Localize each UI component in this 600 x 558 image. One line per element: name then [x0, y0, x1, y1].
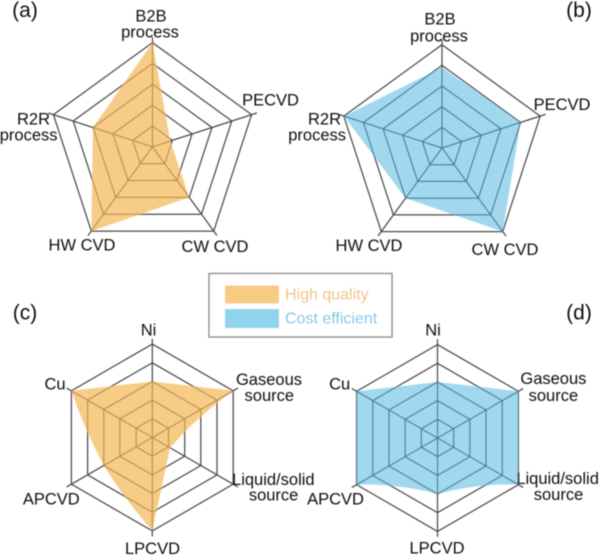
svg-text:PECVD: PECVD [242, 92, 299, 110]
svg-text:LPCVD: LPCVD [125, 540, 180, 558]
svg-text:(b): (b) [566, 0, 592, 22]
svg-text:HW CVD: HW CVD [336, 237, 403, 255]
svg-text:B2B: B2B [135, 8, 166, 26]
svg-text:process: process [410, 28, 468, 46]
svg-text:process: process [121, 24, 179, 42]
svg-text:source: source [534, 486, 584, 504]
svg-text:Gaseous: Gaseous [520, 370, 586, 388]
svg-text:CW CVD: CW CVD [182, 238, 249, 256]
svg-text:Ni: Ni [425, 322, 441, 340]
svg-text:APCVD: APCVD [23, 491, 80, 509]
svg-text:Liquid/solid: Liquid/solid [232, 471, 315, 489]
svg-text:Cu: Cu [329, 376, 350, 394]
svg-text:B2B: B2B [424, 11, 455, 29]
svg-text:Cu: Cu [44, 376, 65, 394]
svg-text:(c): (c) [13, 302, 38, 325]
svg-text:Gaseous: Gaseous [236, 371, 302, 389]
svg-text:High quality: High quality [285, 287, 369, 304]
svg-text:CW CVD: CW CVD [472, 241, 539, 259]
svg-text:R2R: R2R [17, 111, 50, 129]
svg-text:APCVD: APCVD [307, 491, 364, 509]
svg-text:Cost efficient: Cost efficient [285, 311, 378, 328]
svg-text:process: process [288, 127, 346, 145]
svg-text:source: source [245, 387, 295, 405]
svg-text:PECVD: PECVD [534, 96, 591, 114]
svg-text:Liquid/solid: Liquid/solid [516, 470, 599, 488]
svg-text:source: source [529, 387, 579, 405]
svg-text:process: process [0, 127, 58, 145]
svg-text:R2R: R2R [308, 111, 341, 129]
svg-text:(d): (d) [566, 302, 592, 325]
svg-text:source: source [249, 487, 299, 505]
svg-text:HW CVD: HW CVD [49, 237, 116, 255]
svg-text:(a): (a) [12, 0, 38, 22]
svg-text:LPCVD: LPCVD [409, 540, 464, 558]
svg-text:Ni: Ni [141, 322, 157, 340]
